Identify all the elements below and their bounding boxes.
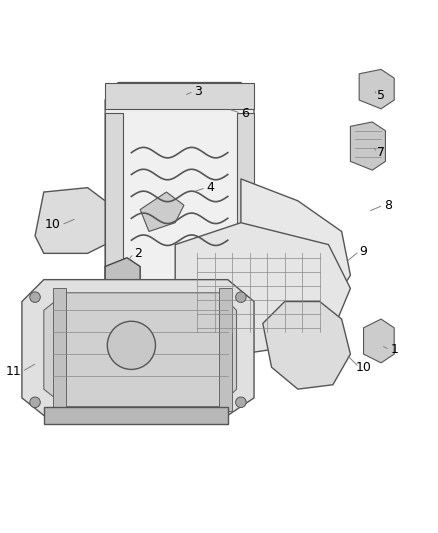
Polygon shape (175, 223, 350, 354)
Polygon shape (105, 83, 254, 293)
Polygon shape (359, 69, 394, 109)
Polygon shape (241, 179, 350, 319)
Text: 7: 7 (377, 146, 385, 159)
Text: 3: 3 (194, 85, 202, 98)
Text: 1: 1 (390, 343, 398, 356)
Text: 11: 11 (5, 365, 21, 378)
Text: 10: 10 (45, 219, 60, 231)
Text: 10: 10 (356, 361, 371, 374)
Polygon shape (105, 83, 254, 109)
Circle shape (30, 397, 40, 408)
Circle shape (30, 292, 40, 302)
Polygon shape (219, 288, 232, 411)
Polygon shape (22, 280, 254, 415)
Text: 4: 4 (206, 181, 214, 194)
Polygon shape (263, 302, 350, 389)
Polygon shape (140, 192, 184, 231)
Circle shape (236, 397, 246, 408)
Polygon shape (237, 113, 254, 280)
Polygon shape (35, 188, 105, 253)
Text: 9: 9 (360, 245, 367, 257)
Text: 2: 2 (134, 247, 142, 260)
Text: 8: 8 (384, 199, 392, 212)
Circle shape (107, 321, 155, 369)
Text: 6: 6 (241, 107, 249, 120)
Polygon shape (364, 319, 394, 363)
Polygon shape (44, 407, 228, 424)
Polygon shape (350, 122, 385, 170)
Circle shape (236, 292, 246, 302)
Polygon shape (44, 293, 237, 407)
Polygon shape (105, 258, 140, 302)
Polygon shape (237, 258, 263, 302)
Polygon shape (53, 288, 66, 411)
Text: 5: 5 (377, 89, 385, 102)
Polygon shape (105, 113, 123, 280)
